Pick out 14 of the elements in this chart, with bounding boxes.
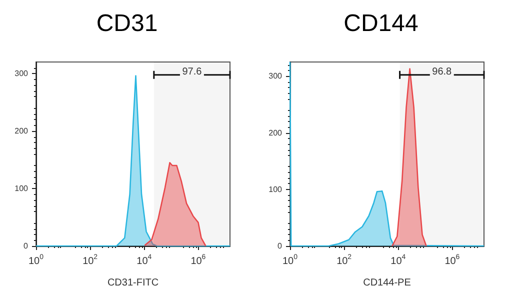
y-tick-label: 300 [14,69,29,78]
x-axis-title: CD31-FITC [107,278,159,288]
y-tick-label: 200 [14,126,29,136]
chart-title: CD31 [95,10,159,38]
band-label: 97.6 [182,66,202,78]
band-label: 96.8 [432,66,452,78]
x-axis-title: CD144-PE [363,278,412,288]
y-tick-label: 0 [278,242,283,250]
y-tick-label: 200 [268,128,283,138]
chart-title: CD144 [342,10,420,38]
y-tick-label: 100 [14,184,29,193]
y-tick-label: 100 [268,184,283,194]
y-tick-label: 300 [268,72,283,81]
y-tick-label: 0 [24,242,29,250]
